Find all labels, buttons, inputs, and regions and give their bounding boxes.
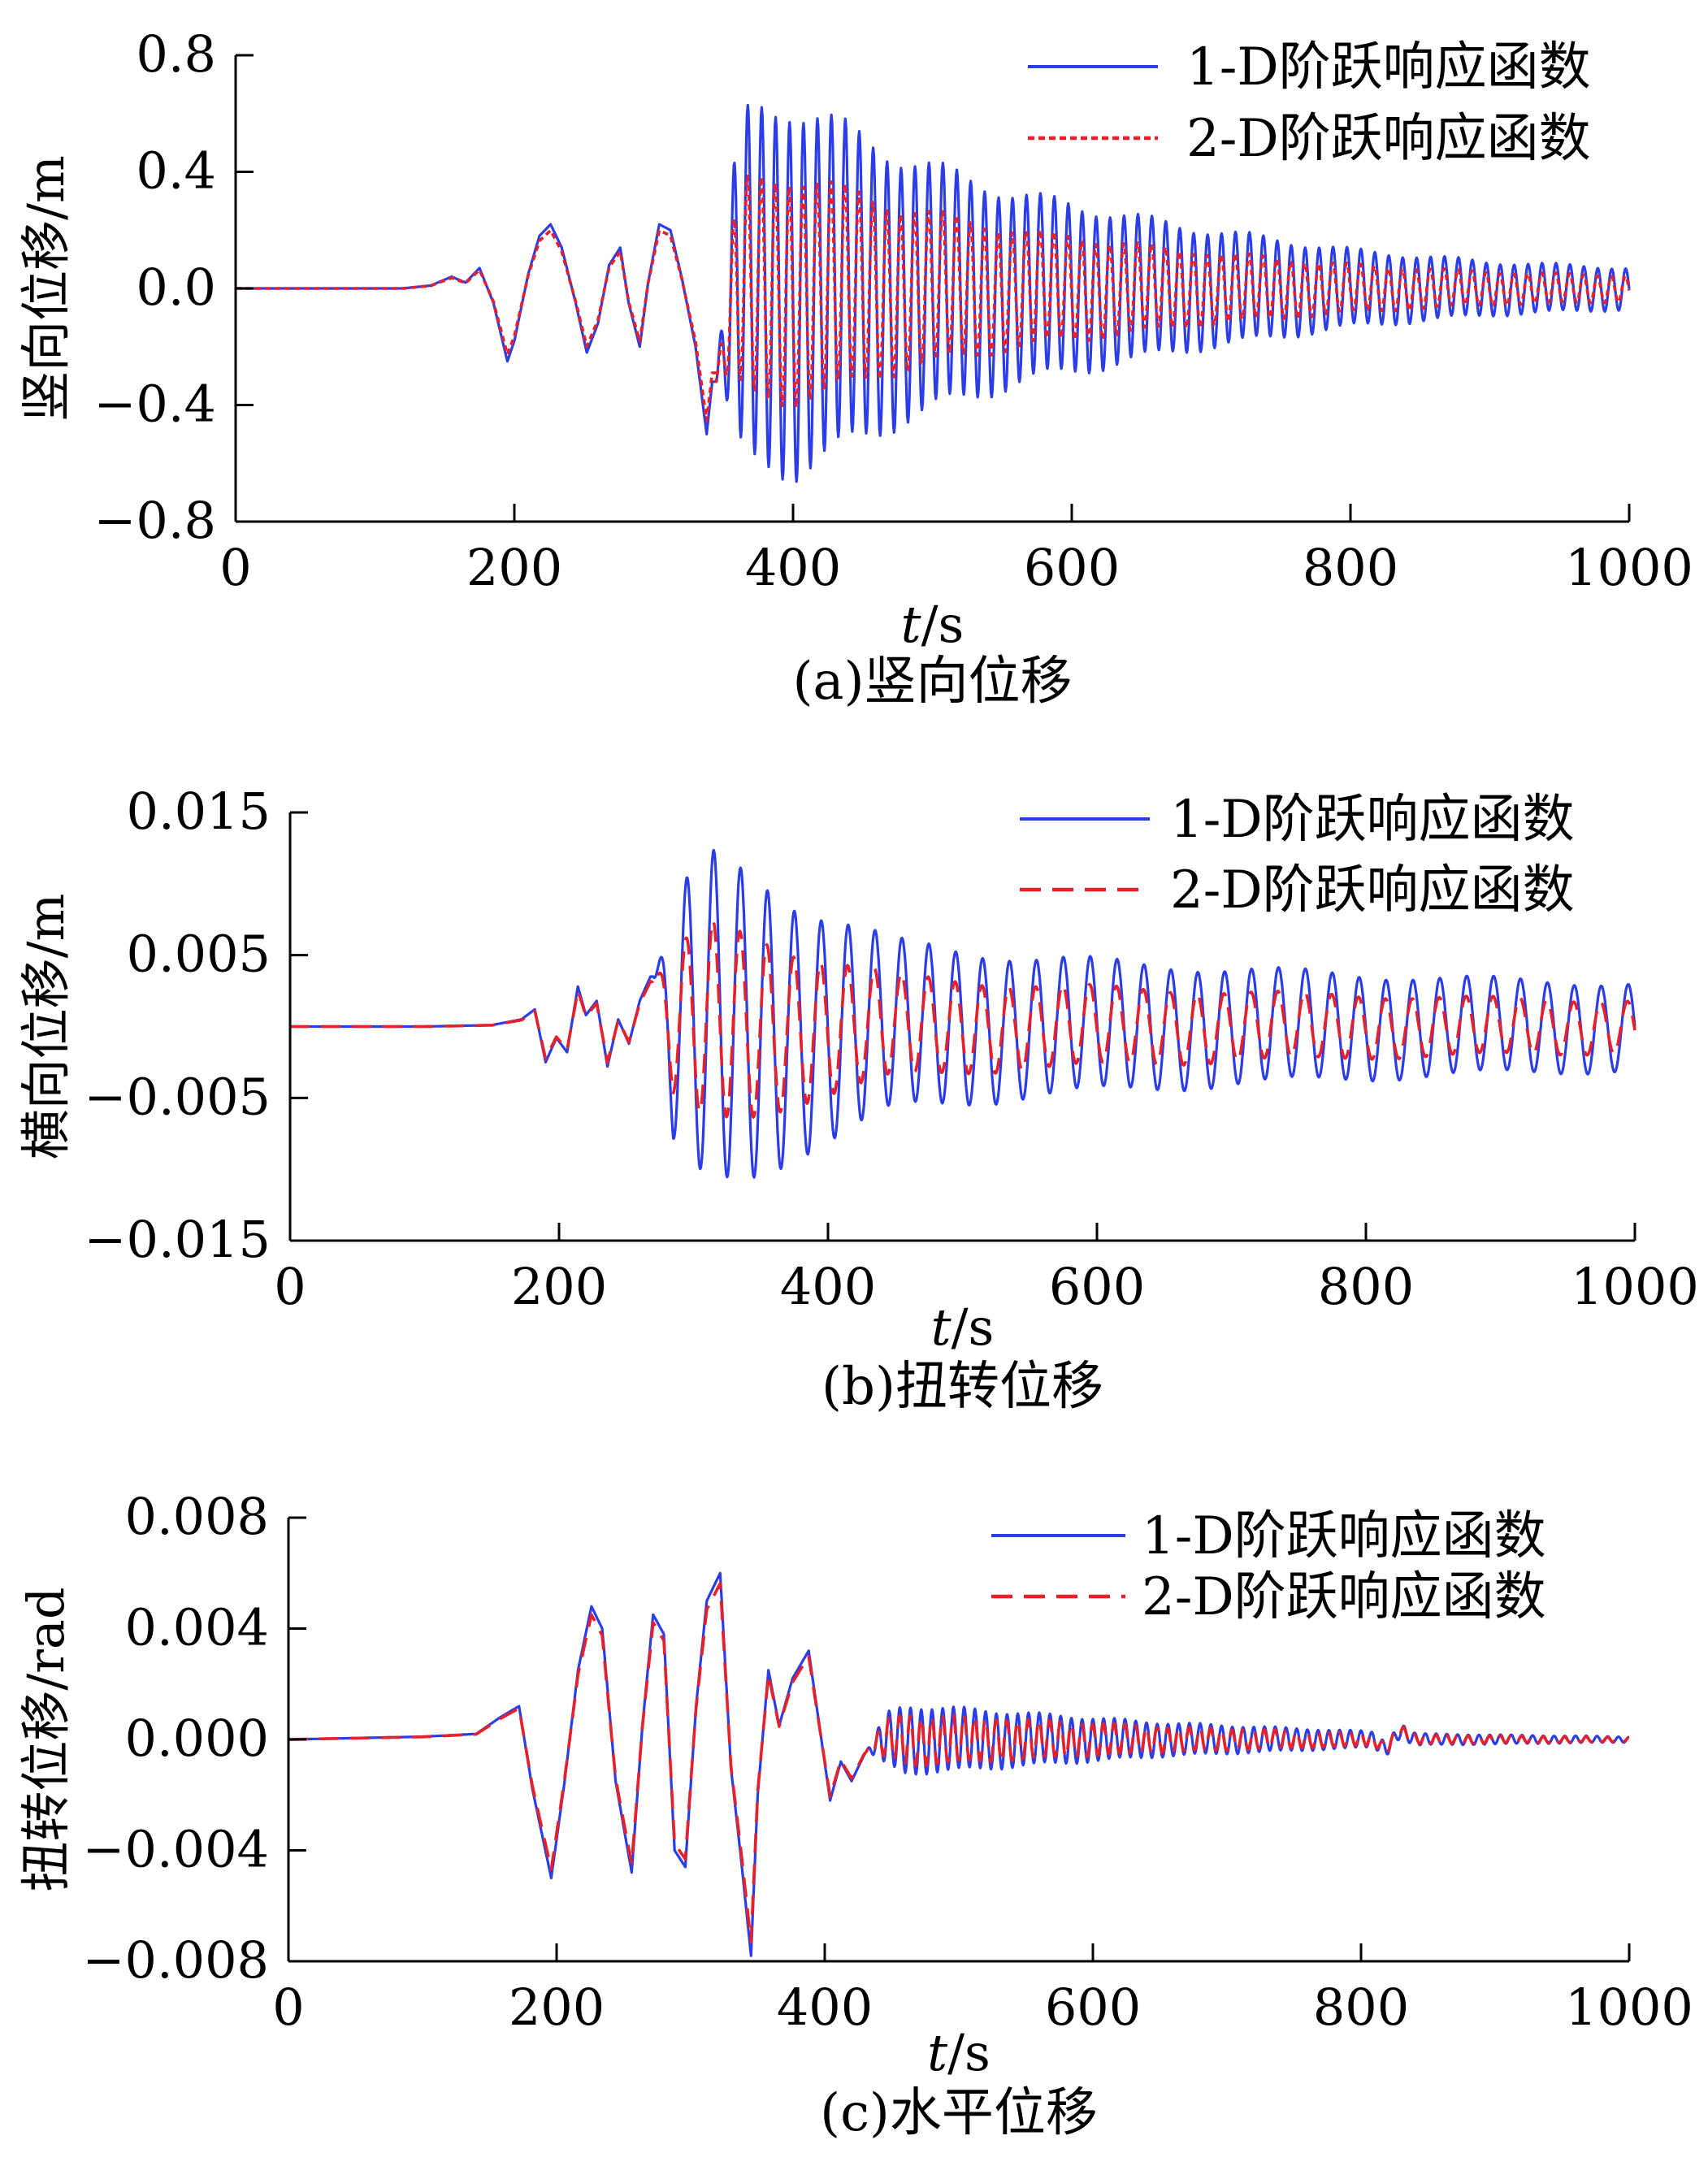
panel-caption: (a)竖向位移 bbox=[792, 652, 1072, 712]
y-tick-label: 0.0 bbox=[136, 258, 216, 317]
x-tick-label: 600 bbox=[1024, 538, 1120, 597]
x-tick-label: 400 bbox=[780, 1257, 876, 1316]
chart-panel-3: 0 200 400 600 800 1000 −0.008 −0.004 0.000 0.004 0… bbox=[16, 1487, 1693, 2143]
x-tick-label: 0 bbox=[219, 538, 251, 597]
series-line-2 bbox=[290, 919, 1636, 1119]
y-tick-label: −0.005 bbox=[85, 1067, 271, 1126]
chart-panel-1: 0 200 400 600 800 1000 −0.8 −0.4 0.0 0.4 0.8 竖向位移/m… bbox=[16, 24, 1693, 712]
x-tick-label: 800 bbox=[1303, 538, 1398, 597]
legend: 1-D阶跃响应函数 2-D阶跃响应函数 bbox=[1020, 790, 1575, 921]
x-axis-label: t/s bbox=[927, 2023, 991, 2082]
x-axis-label: t/s bbox=[931, 1297, 995, 1357]
x-tick-label: 600 bbox=[1049, 1257, 1145, 1316]
y-tick-label: 0.8 bbox=[136, 24, 216, 84]
legend-label-1: 1-D阶跃响应函数 bbox=[1170, 790, 1575, 850]
x-tick-label: 800 bbox=[1313, 1978, 1409, 2037]
y-axis-label: 扭转位移/rad bbox=[16, 1587, 76, 1891]
x-tick-label: 1000 bbox=[1571, 1257, 1699, 1316]
y-tick-label: 0.000 bbox=[125, 1709, 270, 1768]
y-axis-label: 竖向位移/m bbox=[16, 155, 76, 422]
panel-caption: (c)水平位移 bbox=[820, 2083, 1098, 2143]
legend-label-2: 2-D阶跃响应函数 bbox=[1186, 109, 1591, 169]
x-tick-label: 800 bbox=[1318, 1257, 1414, 1316]
y-tick-label: 0.004 bbox=[125, 1598, 270, 1657]
panel-caption: (b)扭转位移 bbox=[821, 1357, 1103, 1417]
x-axis-label: t/s bbox=[901, 595, 965, 654]
legend-label-1: 1-D阶跃响应函数 bbox=[1142, 1506, 1546, 1566]
x-tick-label: 200 bbox=[466, 538, 562, 597]
series-line-2 bbox=[236, 174, 1631, 422]
y-tick-label: 0.015 bbox=[127, 782, 271, 841]
y-tick-label: −0.004 bbox=[83, 1820, 269, 1879]
legend-label-2: 2-D阶跃响应函数 bbox=[1142, 1567, 1546, 1627]
figure-panels: 0 200 400 600 800 1000 −0.8 −0.4 0.0 0.4 0.8 竖向位移/m… bbox=[16, 24, 1699, 2143]
y-tick-label: −0.015 bbox=[85, 1210, 271, 1269]
x-tick-label: 400 bbox=[745, 538, 841, 597]
legend-label-2: 2-D阶跃响应函数 bbox=[1170, 860, 1575, 921]
x-tick-label: 1000 bbox=[1565, 538, 1693, 597]
legend: 1-D阶跃响应函数 2-D阶跃响应函数 bbox=[1028, 37, 1591, 169]
x-tick-label: 1000 bbox=[1565, 1978, 1693, 2037]
legend-label-1: 1-D阶跃响应函数 bbox=[1186, 37, 1591, 97]
series-line-1 bbox=[288, 1571, 1630, 1957]
x-tick-label: 0 bbox=[274, 1257, 306, 1316]
x-tick-label: 0 bbox=[272, 1978, 304, 2037]
y-tick-label: 0.008 bbox=[125, 1487, 270, 1546]
y-tick-label: 0.4 bbox=[136, 141, 216, 201]
y-tick-label: −0.4 bbox=[93, 375, 216, 434]
y-tick-label: 0.005 bbox=[127, 925, 271, 984]
x-tick-label: 200 bbox=[511, 1257, 607, 1316]
y-tick-label: −0.008 bbox=[83, 1930, 269, 1990]
series-line-2 bbox=[288, 1582, 1630, 1944]
y-tick-label: −0.8 bbox=[93, 491, 216, 550]
x-tick-label: 400 bbox=[777, 1978, 873, 2037]
x-tick-label: 200 bbox=[509, 1978, 605, 2037]
x-tick-label: 600 bbox=[1045, 1978, 1141, 2037]
y-axis-label: 横向位移/m bbox=[16, 894, 76, 1160]
chart-panel-2: 0 200 400 600 800 1000 −0.015 −0.005 0.005 0.015 横… bbox=[16, 782, 1699, 1417]
